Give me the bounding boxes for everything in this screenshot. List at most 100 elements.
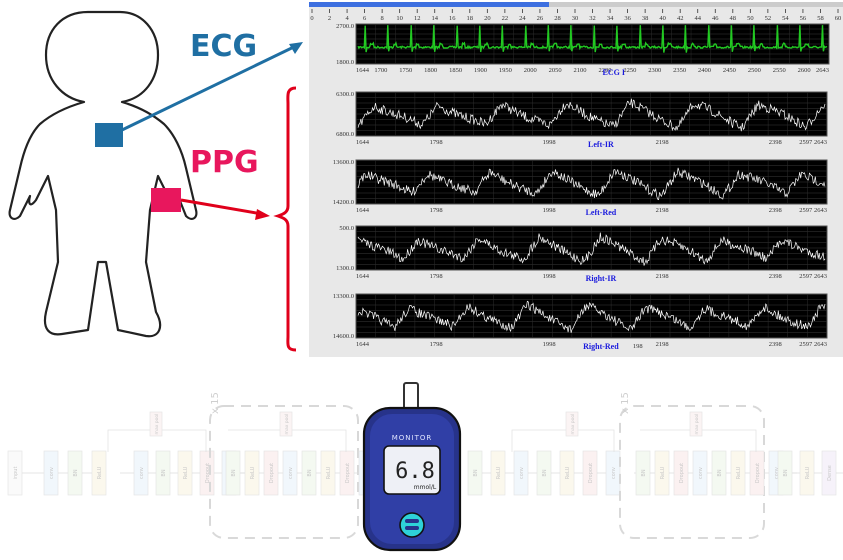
- top-scale-label: 58: [817, 15, 824, 22]
- layer-label: BN: [542, 469, 548, 476]
- layer-label: ReLU: [736, 466, 742, 479]
- x-tick-label: 1798: [430, 139, 443, 146]
- top-scale-label: 52: [765, 15, 772, 22]
- y-bottom-label: 14600.0: [333, 333, 354, 340]
- x-tick-label: 1798: [430, 207, 443, 214]
- skip-connection: [107, 429, 150, 452]
- x-tick-label: 2550: [773, 67, 786, 74]
- x-tick-label: 2198: [656, 273, 669, 280]
- x-tick-label: 2643: [814, 139, 827, 146]
- layer-label: conv: [288, 467, 294, 479]
- x-tick-label: 1800: [424, 67, 437, 74]
- layer-label: Dense: [827, 465, 833, 481]
- top-scale-label: 28: [554, 15, 561, 22]
- skip-connection: [578, 429, 615, 452]
- layer-block: [635, 450, 651, 496]
- x-tick-label: 1644: [356, 341, 370, 348]
- repeat-label: x 15: [210, 392, 221, 414]
- layer-block: [221, 450, 237, 496]
- pool-label: max pool: [694, 414, 700, 435]
- layer-block: [263, 450, 279, 496]
- layer-block: [768, 450, 784, 496]
- repeat-block-outline: [619, 405, 765, 539]
- layer-label: BN: [717, 469, 723, 476]
- top-scale-label: 60: [835, 15, 842, 22]
- skip-connection: [702, 429, 757, 452]
- layer-block: [67, 450, 83, 496]
- layer-block: [673, 450, 689, 496]
- y-top-label: 13600.0: [333, 159, 354, 166]
- x-tick-label: 2250: [623, 67, 636, 74]
- layer-label: conv: [49, 467, 55, 479]
- ppg-sensor-patch: [151, 188, 181, 212]
- skip-connection: [292, 429, 347, 452]
- x-tick-label: 1644: [356, 139, 370, 146]
- x-tick-label: 2198: [656, 341, 669, 348]
- layer-label: conv: [774, 467, 780, 479]
- input-block: [7, 450, 23, 496]
- top-scale-label: 36: [624, 15, 631, 22]
- layer-label: conv: [519, 467, 525, 479]
- x-tick-label: 2600: [798, 67, 811, 74]
- ppg-trace: [357, 300, 826, 333]
- ecg-arrow-head: [289, 42, 303, 54]
- layer-block: [692, 450, 708, 496]
- y-top-label: 6300.0: [336, 91, 354, 98]
- x-tick-label: 2597: [799, 207, 813, 214]
- x-tick-label: 1644: [356, 207, 370, 214]
- layer-block: [559, 450, 575, 496]
- x-tick-label: 2643: [816, 67, 829, 74]
- x-tick-label: 2300: [648, 67, 661, 74]
- layer-label: Dropout: [269, 463, 275, 483]
- top-scale-label: 46: [712, 15, 719, 22]
- top-scale-label: 34: [607, 15, 614, 22]
- y-bottom-label: 14200.0: [333, 199, 354, 206]
- x-tick-label: 2597: [799, 273, 813, 280]
- layer-block: [749, 450, 765, 496]
- layer-label: conv: [227, 467, 233, 479]
- layer-label: conv: [139, 467, 145, 479]
- ecg-arrow: [121, 42, 301, 132]
- ppg-trace: [357, 167, 826, 201]
- top-scale: 0 2 4 6 8 10 12 14 16 18 20 22 24 26 28 30 32 34 36 38 40 42 4…: [310, 9, 841, 22]
- y-top-label: 500.0: [339, 225, 354, 232]
- channel-label: Left-IR: [588, 140, 614, 149]
- x-tick-label: 1700: [374, 67, 387, 74]
- layer-label: Dropout: [755, 463, 761, 483]
- x-tick-label: 1998: [543, 139, 556, 146]
- top-scale-label: 14: [431, 15, 438, 22]
- layer-block: [490, 450, 506, 496]
- layer-block: [654, 450, 670, 496]
- meter-button[interactable]: [399, 512, 425, 538]
- x-tick-label: 1798: [430, 341, 443, 348]
- layer-label: ReLU: [496, 466, 502, 479]
- meter-reading: 6.8: [395, 459, 435, 484]
- layer-label: ReLU: [326, 466, 332, 479]
- x-tick-label: 2198: [656, 139, 669, 146]
- layer-block: [282, 450, 298, 496]
- x-tick-label: 2398: [769, 341, 782, 348]
- ecg-trace: [357, 25, 828, 53]
- channel-label: Right-IR: [586, 274, 617, 283]
- layer-label: ReLU: [805, 466, 811, 479]
- x-tick-label: 2643: [814, 273, 827, 280]
- layer-label: ReLU: [97, 466, 103, 479]
- layer-block: [536, 450, 552, 496]
- layer-label: conv: [698, 467, 704, 479]
- top-scale-label: 56: [800, 15, 807, 22]
- layer-block: [777, 450, 793, 496]
- y-bottom-label: 1800.0: [336, 59, 354, 66]
- layer-label: Dropout: [205, 463, 211, 483]
- ecg-sensor-patch: [95, 123, 123, 147]
- top-scale-label: 54: [782, 15, 789, 22]
- top-scale-label: 6: [363, 15, 367, 22]
- layer-block: [301, 450, 317, 496]
- max-pool-block: [279, 411, 293, 437]
- layer-block: [821, 450, 837, 496]
